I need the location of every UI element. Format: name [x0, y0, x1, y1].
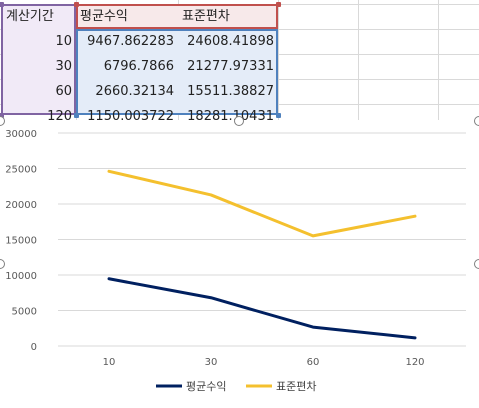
period-range-highlight [1, 4, 76, 115]
values-range-resize-handle[interactable] [74, 113, 79, 118]
column-gridline [358, 0, 359, 120]
legend-label-1: 평균수익 [186, 380, 226, 393]
y-tick-label: 20000 [5, 200, 37, 211]
cell-std-dev[interactable]: 18281.10431 [187, 109, 274, 124]
header-range-resize-handle[interactable] [276, 2, 281, 7]
chart-resize-handle[interactable] [474, 116, 479, 126]
series-line-1 [107, 277, 417, 340]
period-range-resize-handle[interactable] [0, 113, 4, 118]
header-cell-std-dev[interactable]: 표준편차 [182, 9, 230, 24]
legend-label-2: 표준편차 [276, 380, 316, 393]
chart-resize-handle[interactable] [474, 259, 479, 269]
header-cell-period[interactable]: 계산기간 [6, 9, 54, 24]
header-cell-mean-return[interactable]: 평균수익 [80, 9, 128, 24]
chart-canvas: 0 5000 10000 15000 20000 25000 30000 10 30 60 120 평… [5, 129, 466, 393]
cell-period[interactable]: 60 [55, 84, 72, 99]
x-tick-label: 60 [307, 357, 320, 368]
cell-period[interactable]: 30 [55, 59, 72, 74]
cell-period[interactable]: 10 [55, 34, 72, 49]
y-tick-label: 25000 [5, 165, 37, 176]
cell-std-dev[interactable]: 15511.38827 [187, 84, 274, 99]
chart-resize-handle[interactable] [234, 116, 244, 126]
header-range-resize-handle[interactable] [74, 2, 79, 7]
header-range-highlight [76, 4, 278, 29]
series-line-2 [107, 169, 417, 238]
x-tick-label: 120 [405, 357, 424, 368]
cell-std-dev[interactable]: 24608.41898 [187, 34, 274, 49]
cell-period[interactable]: 120 [47, 109, 72, 124]
y-tick-label: 30000 [5, 129, 37, 140]
x-tick-label: 30 [205, 357, 218, 368]
y-tick-label: 5000 [12, 307, 37, 318]
column-gridline [278, 0, 279, 120]
line-chart[interactable]: 0 5000 10000 15000 20000 25000 30000 10 30 60 120 평… [0, 121, 479, 408]
x-tick-label: 10 [103, 357, 116, 368]
values-range-resize-handle[interactable] [276, 113, 281, 118]
cell-mean-return[interactable]: 1150.003722 [87, 109, 174, 124]
y-tick-label: 0 [31, 342, 37, 353]
column-gridline [438, 0, 439, 120]
values-range-highlight [76, 29, 278, 115]
cell-mean-return[interactable]: 9467.862283 [87, 34, 174, 49]
period-range-resize-handle[interactable] [0, 2, 4, 7]
cell-mean-return[interactable]: 2660.32134 [95, 84, 174, 99]
cell-mean-return[interactable]: 6796.7866 [103, 59, 174, 74]
cell-std-dev[interactable]: 21277.97331 [187, 59, 274, 74]
y-tick-label: 15000 [5, 236, 37, 247]
y-tick-label: 10000 [5, 271, 37, 282]
